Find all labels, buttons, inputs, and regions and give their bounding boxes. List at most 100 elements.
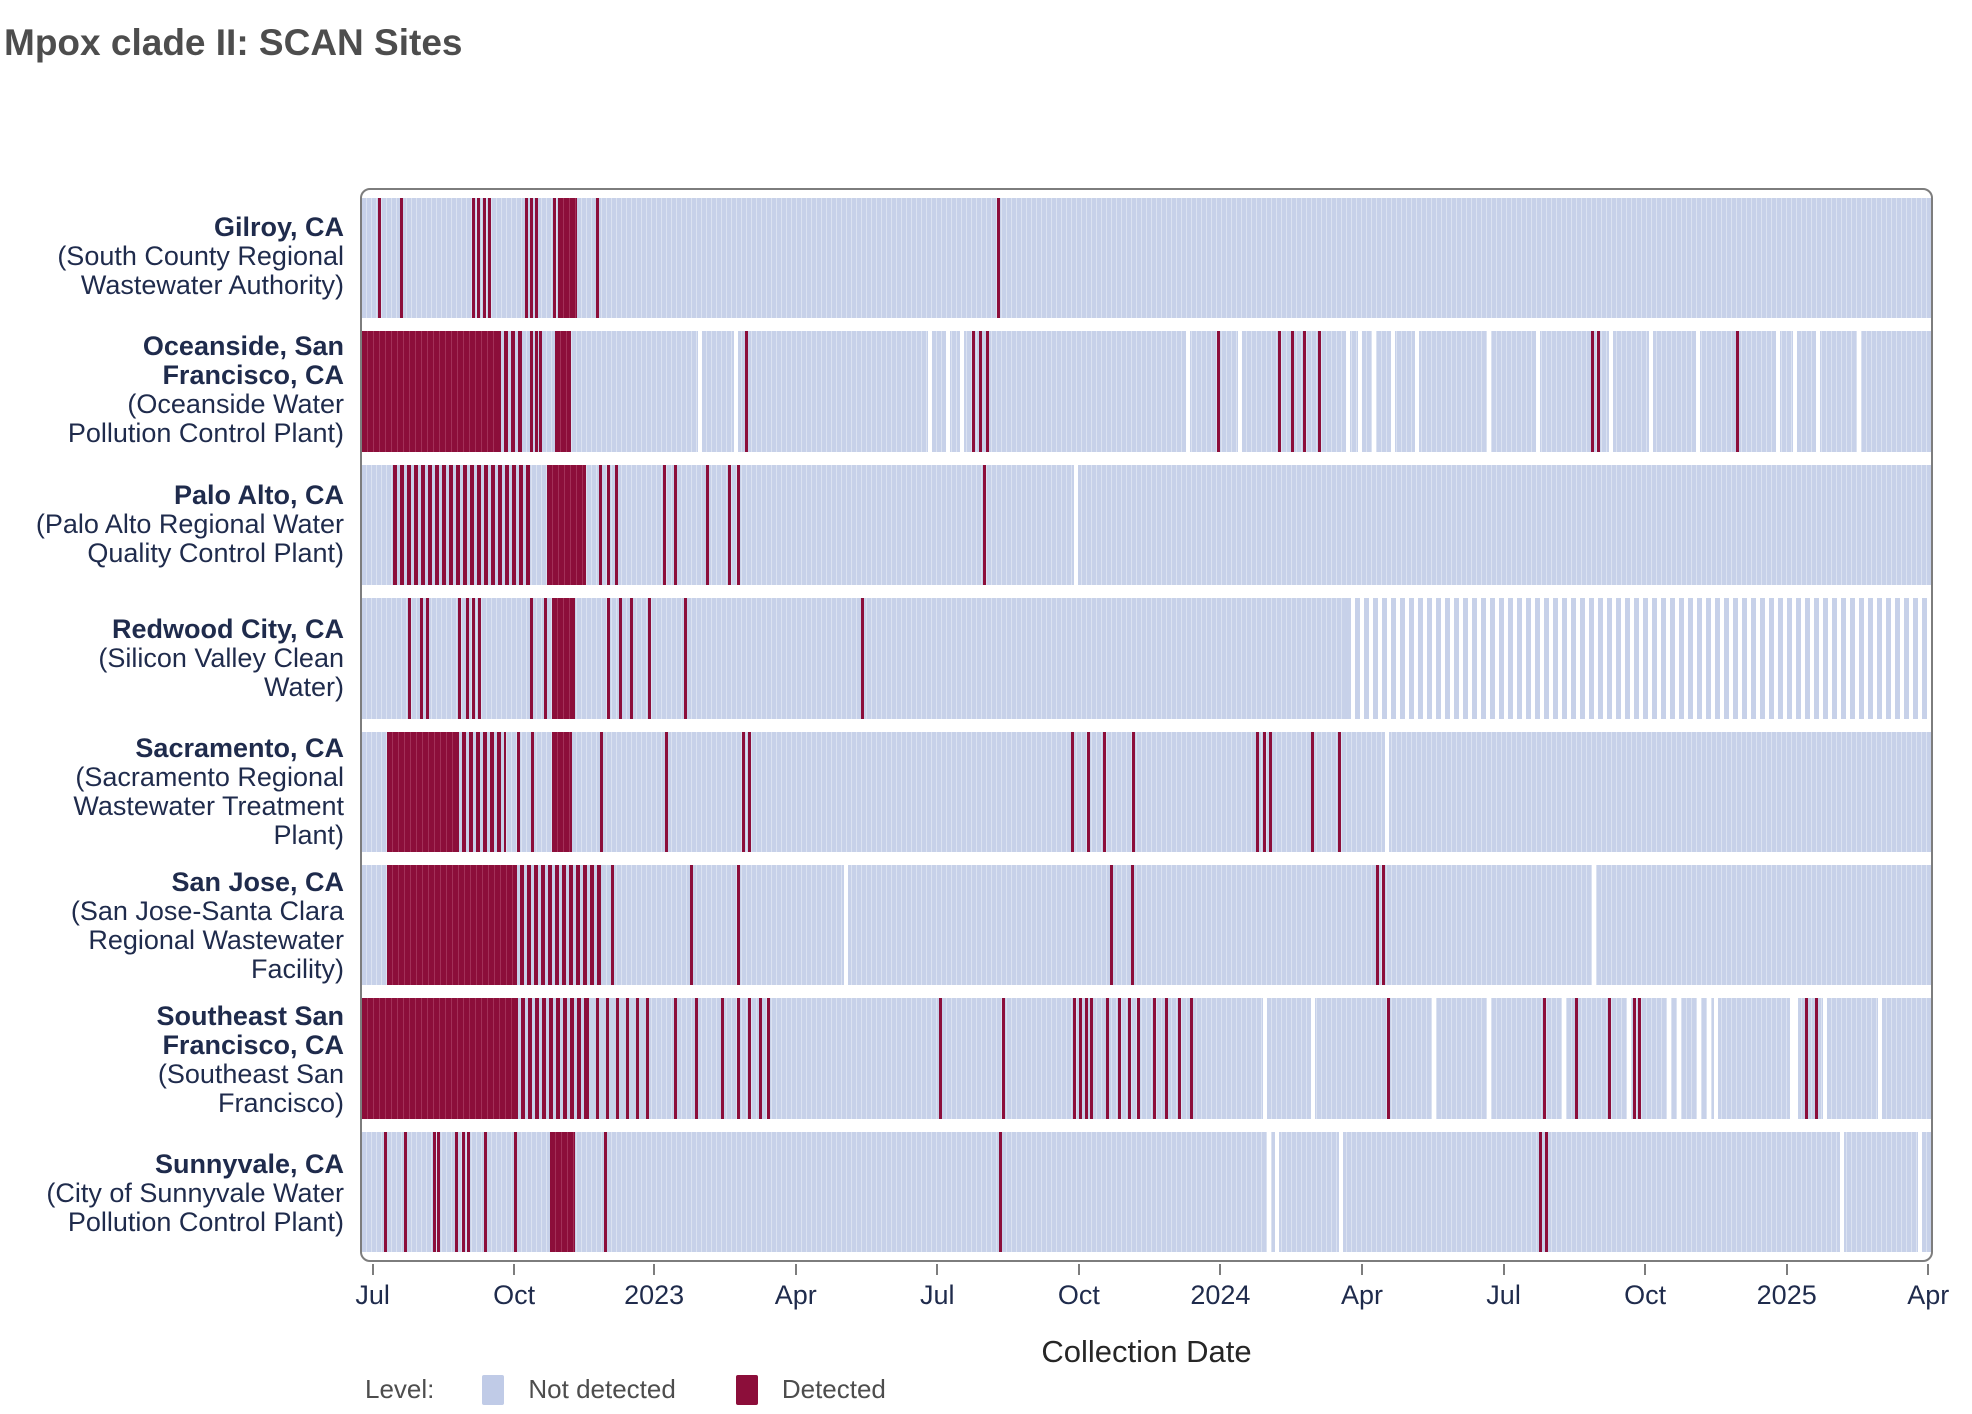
detected-mark — [598, 464, 602, 586]
site-label: Sacramento, CA (Sacramento Regional Wastew… — [0, 732, 344, 853]
no-sample-gap — [1262, 998, 1267, 1119]
detected-mark — [1137, 998, 1141, 1119]
detected-mark — [534, 198, 538, 319]
site-label: San Jose, CA (San Jose-Santa Clara Regiona… — [0, 865, 344, 986]
detected-mark — [482, 198, 486, 319]
no-sample-gap — [1648, 331, 1653, 452]
detected-mark — [647, 598, 651, 719]
no-sample-gap — [1562, 998, 1567, 1119]
detected-mark — [377, 198, 381, 319]
x-tick-mark — [653, 1264, 656, 1275]
segment-dense — [547, 464, 587, 586]
detected-mark — [741, 731, 745, 852]
detected-mark — [478, 598, 482, 719]
no-sample-gap — [1486, 998, 1491, 1119]
no-sample-gap — [1414, 331, 1419, 452]
detected-mark — [766, 998, 770, 1119]
site-label: Oceanside, San Francisco, CA (Oceanside Wa… — [0, 330, 344, 451]
x-tick-label: 2024 — [1190, 1280, 1251, 1310]
x-tick-mark — [1502, 1264, 1505, 1275]
x-tick-label: Apr — [1907, 1280, 1950, 1310]
detected-mark — [1311, 731, 1315, 852]
detected-mark — [432, 1131, 436, 1252]
detected-mark — [683, 598, 687, 719]
site-label: Redwood City, CA (Silicon Valley Clean Wat… — [0, 598, 344, 719]
detected-mark — [1071, 731, 1075, 852]
no-sample-gap — [1792, 331, 1797, 452]
no-sample-gap — [1384, 731, 1389, 852]
no-sample-gap — [1714, 998, 1719, 1119]
site-row — [362, 598, 1931, 719]
x-tick-label: 2023 — [624, 1280, 685, 1310]
no-sample-gap — [1794, 998, 1799, 1119]
legend-item-label: Not detected — [528, 1374, 676, 1404]
detected-mark — [606, 464, 610, 586]
detected-mark — [758, 998, 762, 1119]
detected-mark — [420, 598, 424, 719]
detected-mark — [999, 1131, 1002, 1252]
no-sample-gap — [1486, 331, 1491, 452]
detected-mark — [471, 598, 475, 719]
no-sample-gap — [1311, 998, 1316, 1119]
x-tick-mark — [1927, 1264, 1930, 1275]
site-row — [362, 998, 1931, 1119]
segment-mixed — [496, 331, 526, 452]
detected-mark — [1317, 331, 1321, 452]
site-name-line: Gilroy, CA — [213, 211, 344, 242]
detected-mark — [1574, 998, 1578, 1119]
detected-mark — [1632, 998, 1636, 1119]
detected-mark — [465, 598, 469, 719]
detected-mark — [531, 731, 535, 852]
detected-mark — [467, 1131, 471, 1252]
site-name-line: San Jose, CA — [171, 866, 344, 897]
no-sample-gap — [1432, 998, 1437, 1119]
plot-area — [360, 188, 1933, 1262]
x-tick-label: Oct — [493, 1280, 536, 1310]
no-sample-gap — [945, 331, 950, 452]
segment-dense — [387, 731, 455, 852]
x-tick-mark — [1785, 1264, 1788, 1275]
site-facility-line: Wastewater Treatment — [73, 790, 344, 821]
site-name-line: Redwood City, CA — [112, 613, 344, 644]
site-facility-line: (Palo Alto Regional Water — [35, 508, 344, 539]
segment-dense — [558, 198, 577, 319]
detected-mark — [1217, 331, 1221, 452]
detected-mark — [476, 198, 480, 319]
no-sample-gap — [1697, 998, 1702, 1119]
x-tick-mark — [1361, 1264, 1363, 1275]
site-facility-line: (South County Regional — [57, 240, 344, 271]
detected-mark — [1110, 864, 1114, 986]
site-facility-line: Regional Wastewater — [88, 924, 344, 955]
x-tick-mark — [513, 1264, 516, 1275]
x-tick-label: Jul — [355, 1280, 390, 1310]
detected-mark — [619, 598, 623, 719]
detected-mark — [603, 1131, 607, 1252]
detected-mark — [611, 864, 615, 986]
detected-mark — [1596, 331, 1600, 452]
detected-mark — [600, 731, 604, 852]
detected-mark — [1262, 731, 1266, 852]
detected-mark — [747, 731, 751, 852]
site-facility-line: Pollution Control Plant) — [67, 418, 344, 449]
detected-mark — [747, 998, 751, 1119]
detected-mark — [744, 331, 748, 452]
detected-mark — [689, 864, 693, 986]
segment-dense — [554, 331, 571, 452]
site-row — [362, 731, 1931, 852]
detected-mark — [399, 198, 403, 319]
detected-mark — [1386, 998, 1390, 1119]
segment-dense — [362, 998, 515, 1119]
legend-item: Detected — [735, 1374, 886, 1405]
detected-mark — [1127, 998, 1131, 1119]
detected-mark — [514, 1131, 518, 1252]
site-facility-line: (Sacramento Regional — [75, 761, 344, 792]
detected-mark — [1381, 864, 1385, 986]
site-row — [362, 864, 1931, 986]
detected-mark — [1132, 731, 1136, 852]
detected-mark — [736, 864, 740, 986]
no-sample-gap — [1592, 864, 1597, 986]
no-sample-gap — [1345, 331, 1350, 452]
detected-mark — [595, 198, 599, 319]
x-axis: Jul Oct 2023 Apr Jul Oct 2024 Apr Jul Oct 2025 Apr — [355, 1262, 1949, 1322]
